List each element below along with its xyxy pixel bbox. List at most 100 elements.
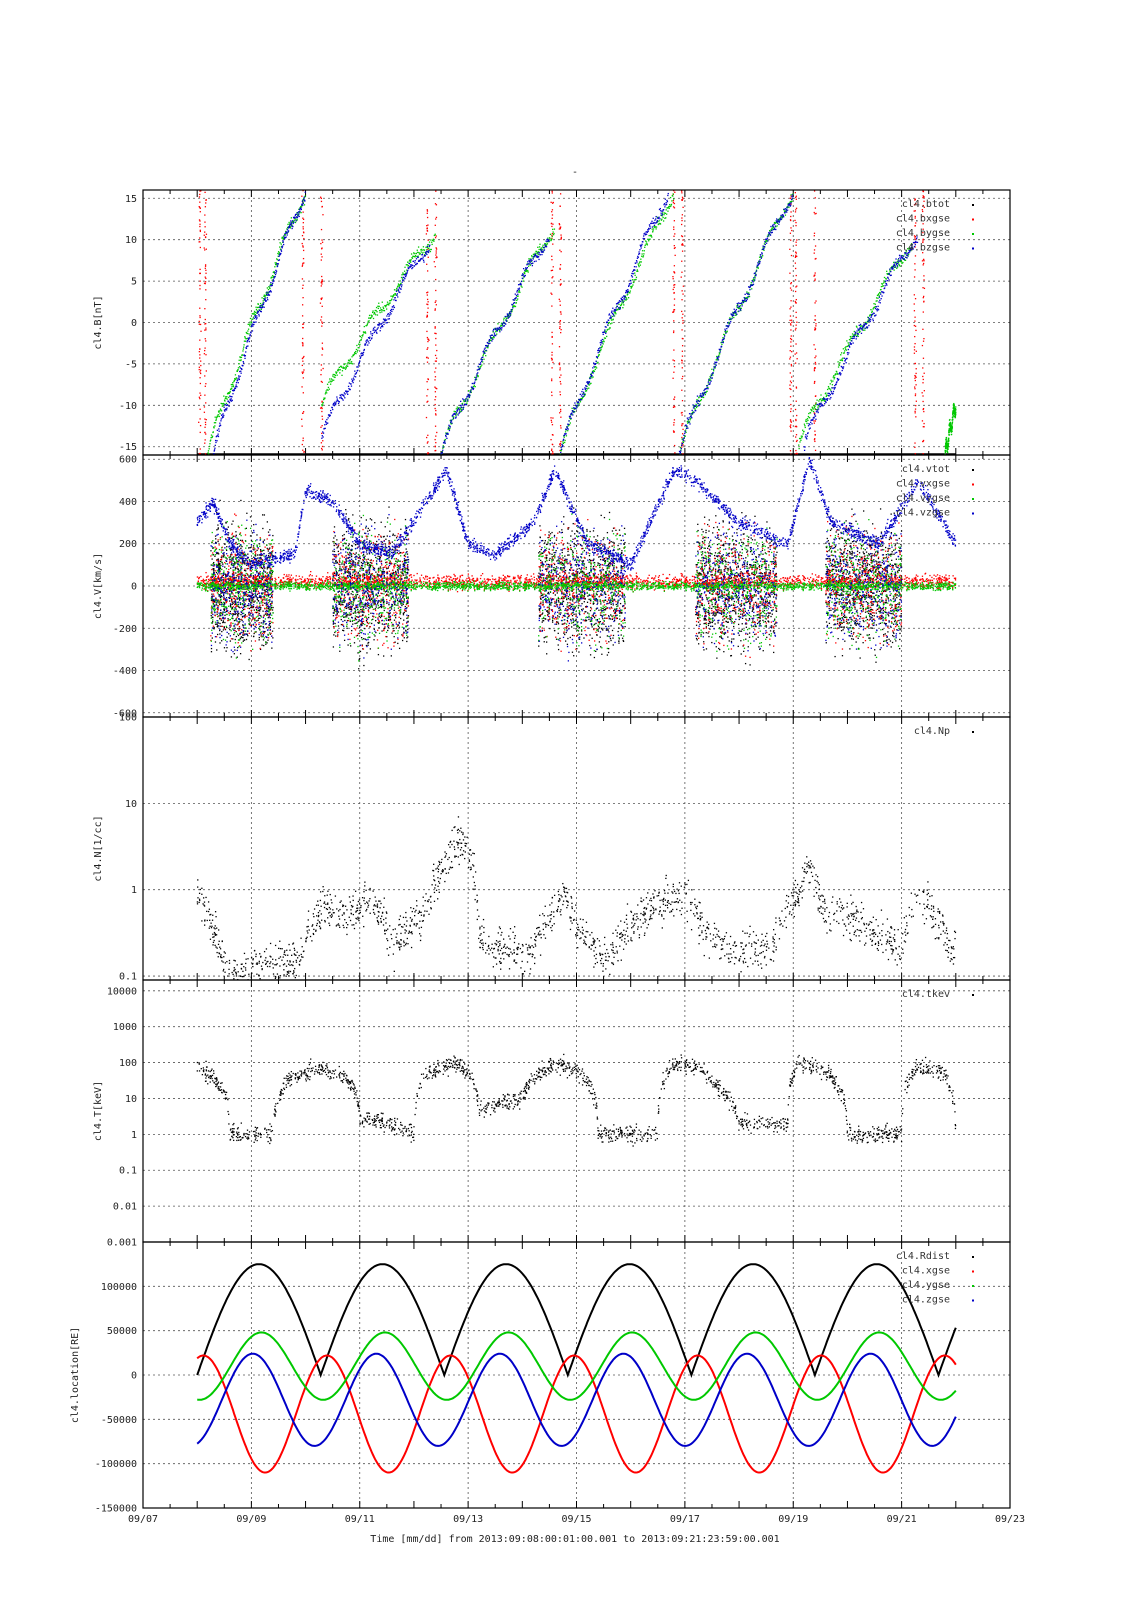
cl4-bygse-point xyxy=(416,255,418,258)
cl4-bxgse-point xyxy=(674,246,676,249)
cl4-bzgse-point xyxy=(806,438,808,440)
cl4-bxgse-point xyxy=(913,349,916,351)
cl4-bzgse-point xyxy=(503,325,506,327)
cl4-vtot-point xyxy=(231,603,233,605)
cl4-bzgse-point xyxy=(860,327,862,329)
cl4-bygse-point xyxy=(254,314,256,316)
cl4-bygse-point xyxy=(466,400,468,402)
cl4-bxgse-point xyxy=(789,419,792,421)
cl4-bzgse-point xyxy=(485,345,487,347)
cl4-bygse-point xyxy=(516,295,518,297)
cl4-bygse-point xyxy=(525,270,527,273)
cl4-bzgse-point xyxy=(661,213,664,215)
cl4-bzgse-point xyxy=(476,373,478,375)
cl4-bygse-point xyxy=(446,432,449,434)
cl4-vtot-point xyxy=(242,553,244,555)
cl4-bxgse-point xyxy=(427,239,429,241)
cl4-bxgse-point xyxy=(200,394,202,396)
cl4-bxgse-point xyxy=(204,226,206,228)
cl4-bzgse-point xyxy=(875,314,877,316)
cl4-bzgse-point xyxy=(465,398,467,400)
cl4-bzgse-point xyxy=(243,354,245,356)
cl4-bxgse-point xyxy=(199,237,201,239)
cl4-bygse-point xyxy=(562,441,564,443)
cl4-vtot-point xyxy=(235,572,237,574)
cl4-bzgse-point xyxy=(442,449,444,451)
cl4-bygse-point xyxy=(798,437,801,440)
cl4-vtot-point xyxy=(228,600,231,602)
cl4-bzgse-point xyxy=(370,333,372,335)
cl4-bygse-point xyxy=(803,430,805,433)
cl4-bzgse-point xyxy=(448,424,450,426)
cl4-bygse-point xyxy=(303,200,305,202)
cl4-bygse-point xyxy=(740,307,742,310)
cl4-bygse-point xyxy=(900,260,902,263)
cl4-bxgse-point xyxy=(204,191,206,193)
cl4-bygse-point xyxy=(381,311,383,313)
cl4-bygse-point xyxy=(944,447,947,450)
cl4-vtot-point xyxy=(212,621,214,623)
cl4-bzgse-point xyxy=(239,375,241,377)
cl4-vtot-point xyxy=(267,639,269,641)
cl4-bxgse-point xyxy=(198,320,200,323)
cl4-bxgse-point xyxy=(435,190,437,192)
cl4-bxgse-point xyxy=(560,440,562,443)
cl4-bygse-point xyxy=(325,390,327,392)
cl4-bxgse-point xyxy=(321,239,323,241)
cl4-bygse-point xyxy=(621,302,623,304)
cl4-bxgse-point xyxy=(682,206,684,209)
cl4-bygse-point xyxy=(222,403,224,405)
cl4-bzgse-point xyxy=(241,368,243,371)
cl4-bygse-point xyxy=(879,292,881,294)
cl4-bygse-point xyxy=(377,307,379,310)
cl4-bygse-point xyxy=(623,300,625,302)
cl4-bzgse-point xyxy=(578,398,580,401)
cl4-bxgse-point xyxy=(814,348,817,350)
cl4-bygse-point xyxy=(506,315,509,317)
cl4-bygse-point xyxy=(231,383,234,386)
cl4-bygse-point xyxy=(552,228,554,231)
cl4-bygse-point xyxy=(953,404,955,407)
cl4-bxgse-point xyxy=(302,222,304,224)
cl4-bxgse-point xyxy=(560,313,562,315)
cl4-bzgse-point xyxy=(386,321,388,324)
cl4-bzgse-point xyxy=(749,288,751,291)
cl4-bygse-point xyxy=(459,407,461,409)
cl4-bxgse-point xyxy=(813,367,816,369)
cl4-bygse-point xyxy=(614,311,617,314)
cl4-bzgse-point xyxy=(824,400,827,403)
cl4-bxgse-point xyxy=(681,399,684,402)
cl4-bxgse-point xyxy=(794,329,797,331)
cl4-bzgse-point xyxy=(660,214,663,216)
cl4-bxgse-point xyxy=(790,421,792,423)
cl4-bxgse-point xyxy=(922,439,925,442)
cl4-bzgse-point xyxy=(816,403,818,406)
cl4-bygse-point xyxy=(645,243,647,245)
cl4-bygse-point xyxy=(512,305,514,308)
cl4-bzgse-point xyxy=(286,229,289,231)
cl4-bxgse-point xyxy=(674,254,676,257)
cl4-bxgse-point xyxy=(301,315,304,317)
cl4-bygse-point xyxy=(746,291,748,293)
cl4-bxgse-point xyxy=(321,321,323,323)
cl4-bxgse-point xyxy=(551,214,554,216)
cl4-bxgse-point xyxy=(790,219,792,222)
cl4-bygse-point xyxy=(407,264,410,267)
cl4-bzgse-point xyxy=(819,406,821,408)
cl4-bygse-point xyxy=(274,266,276,268)
cl4-bygse-point xyxy=(761,256,763,258)
cl4-bxgse-point xyxy=(560,427,562,429)
cl4-vtot-point xyxy=(231,598,233,601)
cl4-vtot-point xyxy=(219,567,221,569)
cl4-bygse-point xyxy=(282,238,284,240)
cl4-bygse-point xyxy=(571,414,573,416)
cl4-bzgse-point xyxy=(261,304,263,306)
cl4-bygse-point xyxy=(442,447,444,449)
cl4-bygse-point xyxy=(526,263,528,265)
cl4-bxgse-point xyxy=(915,400,917,402)
cl4-bygse-point xyxy=(464,399,467,401)
cl4-bzgse-point xyxy=(333,404,336,407)
cl4-bygse-point xyxy=(662,212,664,214)
cl4-bygse-point xyxy=(221,403,223,405)
cl4-bygse-point xyxy=(538,246,541,248)
